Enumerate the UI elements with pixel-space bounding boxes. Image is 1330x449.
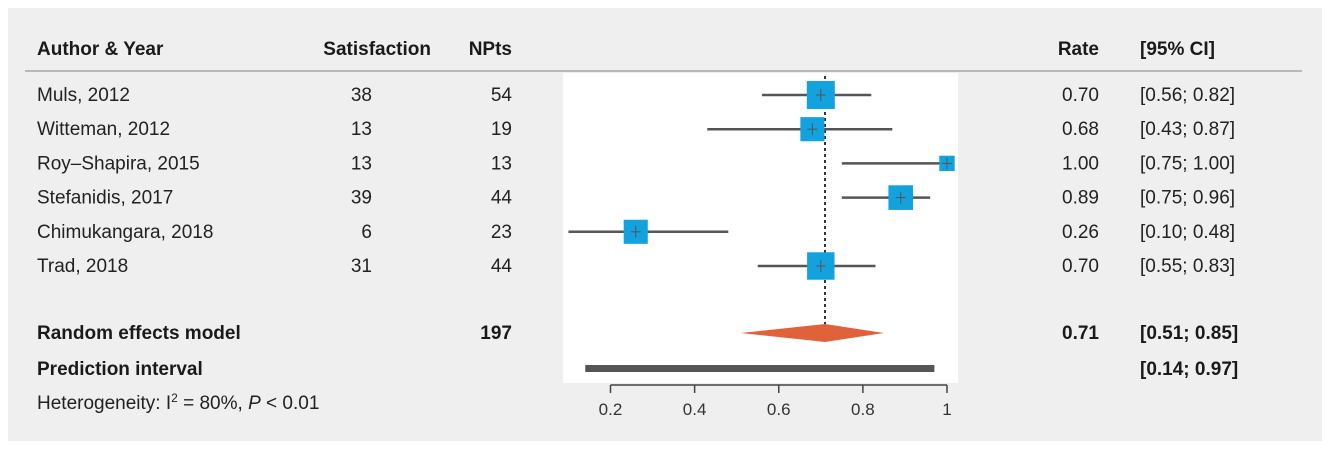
study-name: Muls, 2012: [37, 85, 130, 106]
study-row: Trad, 2018 31 44 0.70 [0.55; 0.83]: [37, 256, 1235, 277]
study-events: 6: [361, 222, 372, 243]
study-rows: Muls, 2012 38 54 0.70 [0.56; 0.82] Witteman, …: [37, 85, 1235, 277]
study-name: Trad, 2018: [37, 256, 128, 277]
study-rate: 0.70: [1062, 85, 1099, 106]
study-rate: 0.68: [1062, 119, 1099, 140]
study-total: 13: [491, 153, 512, 174]
header-ci: [95% CI]: [1140, 39, 1215, 60]
x-axis: 0.2 0.4 0.6 0.8 1: [599, 384, 952, 419]
study-ci: [0.75; 1.00]: [1140, 153, 1235, 174]
study-ci: [0.10; 0.48]: [1140, 222, 1235, 243]
study-total: 44: [491, 188, 513, 209]
summary-total: 197: [480, 323, 512, 344]
study-events: 13: [351, 153, 372, 174]
study-name: Stefanidis, 2017: [37, 188, 173, 209]
study-name: Witteman, 2012: [37, 119, 170, 140]
study-ci: [0.56; 0.82]: [1140, 85, 1235, 106]
plot-panel: [563, 73, 958, 383]
header-rate: Rate: [1058, 39, 1099, 60]
study-ci: [0.55; 0.83]: [1140, 256, 1235, 277]
summary-label: Random effects model: [37, 323, 241, 344]
study-events: 13: [351, 119, 372, 140]
study-row: Chimukangara, 2018 6 23 0.26 [0.10; 0.48]: [37, 222, 1235, 243]
x-tick-label: 0.2: [599, 400, 623, 419]
study-rate: 0.70: [1062, 256, 1099, 277]
study-total: 19: [491, 119, 512, 140]
study-events: 38: [351, 85, 372, 106]
study-ci: [0.43; 0.87]: [1140, 119, 1235, 140]
study-total: 23: [491, 222, 512, 243]
x-tick-label: 0.4: [683, 400, 707, 419]
header-total: NPts: [469, 39, 512, 60]
study-row: Roy–Shapira, 2015 13 13 1.00 [0.75; 1.00]: [37, 153, 1235, 174]
prediction-label: Prediction interval: [37, 359, 203, 380]
x-tick-label: 0.6: [767, 400, 791, 419]
header-study: Author & Year: [37, 39, 164, 60]
study-row: Witteman, 2012 13 19 0.68 [0.43; 0.87]: [37, 119, 1235, 140]
study-rate: 0.26: [1062, 222, 1099, 243]
header-events: Satisfaction: [323, 39, 431, 60]
study-rate: 0.89: [1062, 188, 1099, 209]
study-row: Muls, 2012 38 54 0.70 [0.56; 0.82]: [37, 85, 1235, 106]
study-total: 54: [491, 85, 513, 106]
summary-diamond: [740, 324, 884, 342]
study-name: Chimukangara, 2018: [37, 222, 213, 243]
study-total: 44: [491, 256, 513, 277]
prediction-ci: [0.14; 0.97]: [1140, 359, 1238, 380]
study-rate: 1.00: [1062, 153, 1099, 174]
summary-ci: [0.51; 0.85]: [1140, 323, 1238, 344]
study-events: 39: [351, 188, 372, 209]
prediction-bar: [585, 365, 935, 372]
x-tick-label: 0.8: [851, 400, 875, 419]
summary-rate: 0.71: [1062, 323, 1099, 344]
study-row: Stefanidis, 2017 39 44 0.89 [0.75; 0.96]: [37, 188, 1235, 209]
plot-marks: [568, 76, 955, 372]
heterogeneity-text: Heterogeneity: I2 = 80%, P < 0.01: [37, 391, 319, 414]
study-name: Roy–Shapira, 2015: [37, 153, 200, 174]
study-events: 31: [351, 256, 372, 277]
study-ci: [0.75; 0.96]: [1140, 188, 1235, 209]
x-tick-label: 1: [942, 400, 951, 419]
